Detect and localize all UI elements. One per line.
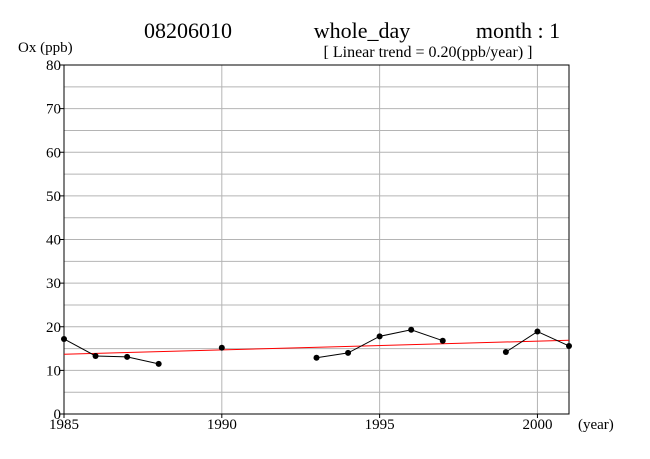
y-axis-title: Ox (ppb) [18, 40, 73, 56]
y-tick-label: 20 [46, 320, 61, 336]
y-tick-label: 70 [46, 102, 61, 118]
data-point [61, 335, 67, 342]
data-point [439, 337, 446, 344]
series-line [63, 338, 159, 365]
x-tick-label: 1990 [207, 417, 237, 433]
data-point [124, 353, 131, 360]
data-point [92, 352, 99, 359]
station-code: 08206010 [144, 18, 232, 43]
data-point [376, 333, 383, 340]
data-point [218, 344, 225, 351]
data-point [408, 326, 415, 333]
month-label: month : 1 [476, 18, 560, 43]
trend-label: [ Linear trend = 0.20(ppb/year) ] [324, 44, 533, 61]
x-axis-title: (year) [578, 417, 614, 433]
y-tick-label: 40 [46, 233, 61, 249]
y-tick-label: 0 [54, 407, 62, 423]
x-tick-label: 2000 [522, 417, 552, 433]
period-label: whole_day [314, 18, 411, 43]
y-tick-label: 30 [46, 276, 61, 292]
data-point [566, 342, 572, 349]
trend-line [63, 339, 570, 355]
y-tick-label: 10 [46, 363, 61, 379]
plot-area: 0 10 20 30 40 50 60 70 80 1985 1990 1995 2000 [46, 58, 572, 433]
data-point [534, 328, 541, 335]
x-tick-label: 1985 [49, 417, 79, 433]
data-point [313, 354, 320, 361]
y-tick-label: 60 [46, 145, 61, 161]
data-point [502, 349, 509, 356]
y-tick-label: 80 [46, 58, 61, 74]
data-point [345, 349, 352, 356]
x-tick-label: 1995 [365, 417, 395, 433]
data-point [155, 360, 162, 367]
y-tick-label: 50 [46, 189, 61, 205]
